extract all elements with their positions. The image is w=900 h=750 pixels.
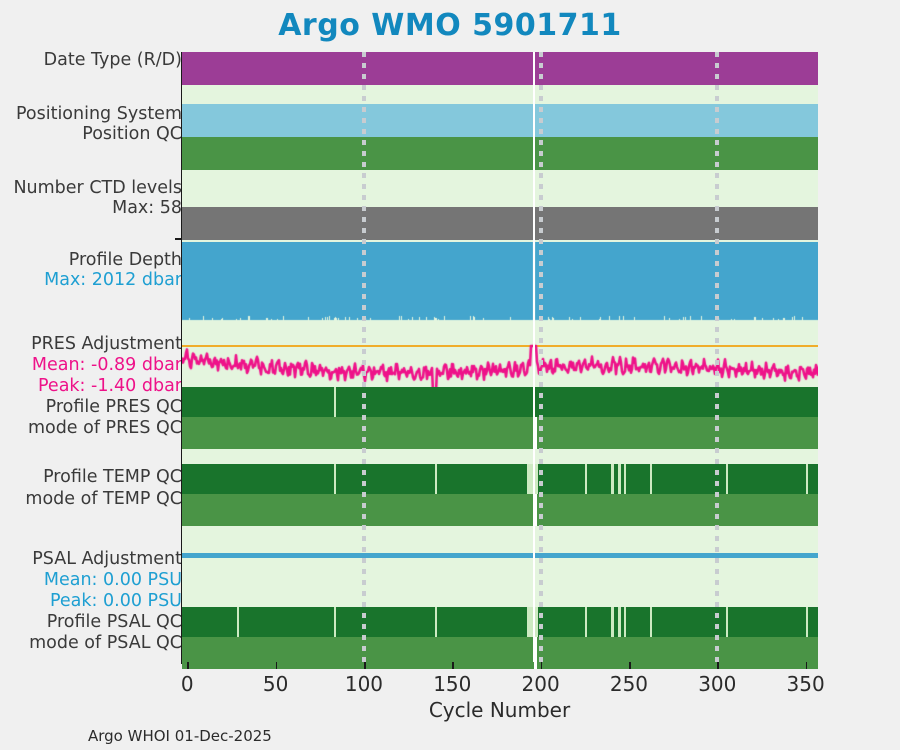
profile-psal-qc-gap-305 — [726, 607, 729, 637]
x-tick-label-250: 250 — [609, 672, 649, 696]
y-axis-tick-ctd — [175, 238, 183, 240]
gridline-cycle-100 — [361, 52, 366, 662]
timeline-plot[interactable] — [182, 52, 818, 669]
row-label-profile-depth: Profile Depth Max: 2012 dbar — [44, 250, 182, 290]
x-tick-label-50: 50 — [262, 672, 289, 696]
y-axis-line — [181, 52, 183, 663]
profile-temp-qc-gap-140 — [434, 464, 437, 494]
x-tick-350 — [805, 662, 808, 669]
gridline-cycle-200 — [538, 52, 543, 662]
profile-psal-qc-gap-225 — [584, 607, 587, 637]
profile-psal-qc-gap-197 — [535, 607, 539, 637]
profile-pres-qc-gap-83 — [333, 387, 337, 417]
date-type-band — [182, 52, 818, 85]
profile-psal-qc-gap-247 — [623, 607, 626, 637]
profile-depth-band — [182, 242, 818, 330]
x-tick-200 — [540, 662, 543, 669]
page-title: Argo WMO 5901711 — [278, 8, 622, 43]
profile-temp-qc-gap-196 — [533, 464, 537, 494]
row-label-psal-adjustment: PSAL Adjustment Mean: 0.00 PSU Peak: 0.0… — [29, 549, 182, 653]
profile-psal-qc-gap-262 — [650, 607, 653, 637]
profile-psal-qc-gap-240 — [611, 607, 615, 637]
x-tick-300 — [717, 662, 719, 669]
x-tick-100 — [363, 662, 366, 669]
profile-temp-qc-gap-225 — [584, 464, 587, 494]
ctd-levels-band — [182, 207, 818, 240]
mode-temp-qc-band — [182, 494, 818, 526]
mode-pres-qc-band — [182, 417, 818, 449]
mode-pres-qc-gap-196 — [533, 417, 537, 449]
profile-temp-qc-gap-192 — [526, 464, 533, 494]
x-tick-0 — [187, 662, 189, 669]
psal-adjustment-line — [182, 553, 818, 558]
x-tick-label-300: 300 — [698, 672, 737, 696]
profile-temp-qc-gap-83 — [333, 464, 337, 494]
row-label-pres-adjustment: PRES Adjustment Mean: -0.89 dbar Peak: -… — [27, 334, 182, 438]
mode-psal-qc-gap-196 — [533, 637, 537, 669]
footer-credit: Argo WHOI 01-Dec-2025 — [88, 727, 272, 745]
profile-psal-qc-gap-28 — [236, 607, 239, 637]
profile-temp-qc-gap-240 — [611, 464, 615, 494]
profile-temp-qc-band — [182, 464, 818, 494]
profile-temp-qc-gap-197 — [535, 464, 539, 494]
x-tick-label-200: 200 — [521, 672, 560, 696]
position-qc-band — [182, 137, 818, 170]
x-tick-50 — [275, 662, 278, 669]
mode-temp-qc-gap-196 — [533, 494, 537, 526]
profile-psal-qc-gap-140 — [434, 607, 437, 637]
profile-psal-qc-gap-350 — [805, 607, 808, 637]
x-tick-150 — [452, 662, 454, 669]
profile-psal-qc-band — [182, 607, 818, 637]
row-label-date-type: Date Type (R/D) — [43, 50, 182, 70]
x-tick-label-100: 100 — [344, 672, 384, 696]
separator-cycle-196 — [532, 52, 535, 662]
profile-psal-qc-gap-244 — [618, 607, 622, 637]
row-label-ctd-levels: Number CTD levels Max: 58 — [13, 178, 182, 218]
profile-temp-qc-gap-244 — [618, 464, 622, 494]
x-tick-label-350: 350 — [786, 672, 825, 696]
profile-temp-qc-gap-305 — [726, 464, 729, 494]
profile-temp-qc-gap-350 — [805, 464, 808, 494]
mode-psal-qc-band — [182, 637, 818, 669]
profile-pres-qc-band — [182, 387, 818, 417]
x-tick-250 — [628, 662, 631, 669]
x-tick-label-150: 150 — [433, 672, 472, 696]
row-label-positioning-system: Positioning System Position QC — [15, 104, 182, 144]
positioning-system-band — [182, 104, 818, 137]
x-tick-label-0: 0 — [180, 672, 194, 696]
profile-psal-qc-gap-196 — [533, 607, 537, 637]
row-label-temp-qc: Profile TEMP QC mode of TEMP QC — [25, 467, 182, 509]
profile-psal-qc-gap-83 — [333, 607, 337, 637]
profile-psal-qc-gap-192 — [526, 607, 533, 637]
gridline-cycle-300 — [715, 52, 720, 662]
x-axis-title: Cycle Number — [428, 698, 571, 722]
profile-temp-qc-gap-262 — [650, 464, 653, 494]
profile-temp-qc-gap-247 — [623, 464, 626, 494]
